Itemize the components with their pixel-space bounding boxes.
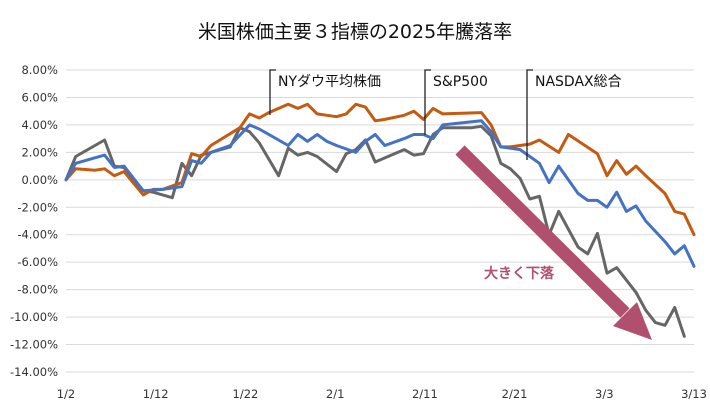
decline-arrow-head <box>613 302 652 340</box>
y-tick-label: 2.00% <box>21 145 58 159</box>
legend-label: S&P500 <box>433 74 488 90</box>
y-tick-label: 8.00% <box>21 63 58 77</box>
legend-label: NYダウ平均株価 <box>278 74 381 90</box>
legend-leader-line <box>424 69 431 135</box>
y-tick-label: -14.00% <box>10 365 58 379</box>
decline-annotation: 大きく下落 <box>455 145 652 340</box>
y-tick-label: -8.00% <box>17 283 58 297</box>
x-tick-label: 1/12 <box>143 387 169 401</box>
legend-leader-line <box>269 69 276 115</box>
series-line-2 <box>64 124 686 338</box>
y-tick-label: -2.00% <box>17 200 58 214</box>
y-tick-label: 0.00% <box>21 173 58 187</box>
legend-leader-line <box>526 69 533 160</box>
decline-annotation-label: 大きく下落 <box>484 265 555 282</box>
series-line-1 <box>64 119 696 268</box>
series-lines <box>64 102 696 338</box>
chart-title: 米国株価主要３指標の2025年騰落率 <box>198 21 512 43</box>
x-tick-label: 2/11 <box>412 387 438 401</box>
y-tick-label: -12.00% <box>10 338 58 352</box>
y-tick-label: 6.00% <box>21 90 58 104</box>
x-tick-label: 2/21 <box>502 387 528 401</box>
x-tick-label: 2/1 <box>326 387 345 401</box>
y-tick-label: -4.00% <box>17 228 58 242</box>
legend-label: NASDAX総合 <box>535 74 622 90</box>
y-tick-label: -6.00% <box>17 255 58 269</box>
decline-arrow-shaft <box>455 145 630 318</box>
x-tick-label: 1/2 <box>57 387 76 401</box>
legend-callouts: NYダウ平均株価 S&P500 NASDAX総合 <box>269 69 622 160</box>
y-tick-label: 4.00% <box>21 118 58 132</box>
grid-lines <box>66 69 694 373</box>
series-line-0 <box>64 102 696 237</box>
x-tick-label: 1/22 <box>233 387 259 401</box>
y-tick-label: -10.00% <box>10 310 58 324</box>
x-tick-label: 3/13 <box>681 387 707 401</box>
y-axis-ticks: 8.00% 6.00% 4.00% 2.00% 0.00% -2.00% -4.00% -6.… <box>10 63 58 379</box>
x-axis-ticks: 1/2 1/12 1/22 2/1 2/11 2/21 3/3 3/13 <box>57 387 707 401</box>
x-tick-label: 3/3 <box>595 387 614 401</box>
